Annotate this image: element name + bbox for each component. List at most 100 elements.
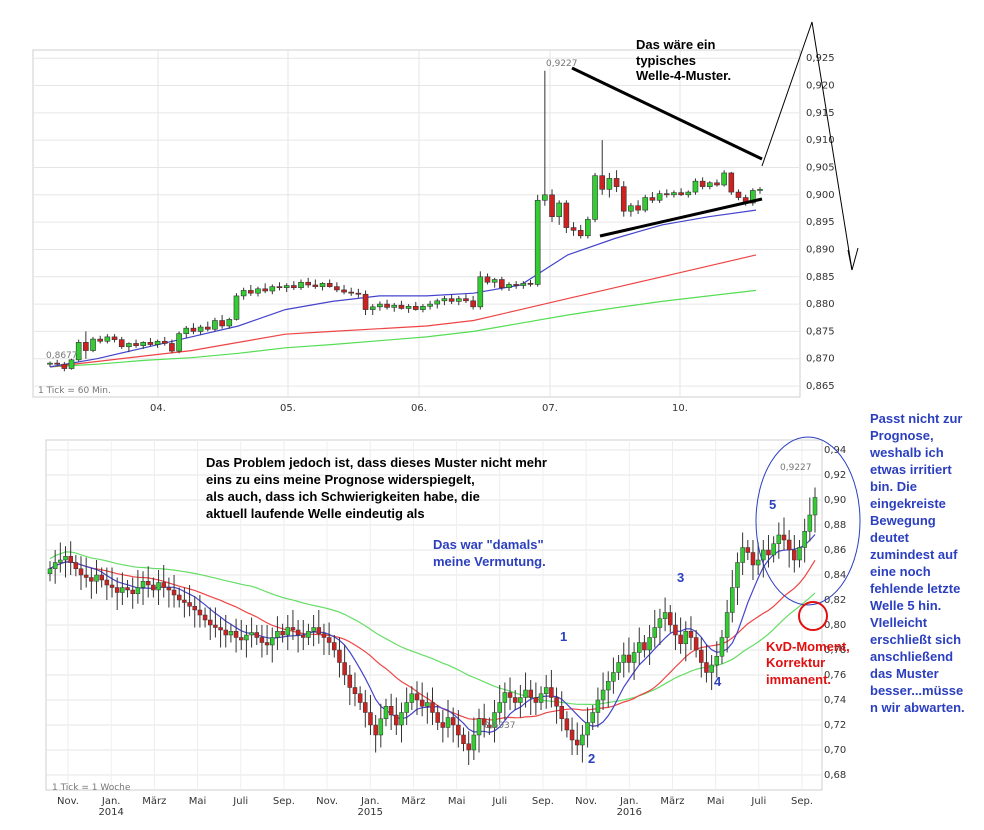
- top-candle-body: [97, 338, 104, 342]
- bottom-candle-body: [605, 681, 611, 691]
- top-candle-body: [427, 303, 433, 307]
- kvd-line3: immanent.: [766, 672, 831, 687]
- bottom-candle-body: [140, 581, 146, 588]
- top-candle-body: [455, 298, 462, 302]
- bottom-candle-body: [352, 687, 358, 694]
- top-candle-body: [721, 172, 727, 186]
- top-candle-body: [398, 304, 405, 309]
- bottom-candle-body: [673, 624, 678, 636]
- bottom-candle-body: [435, 712, 440, 723]
- bottom-candle-body: [668, 612, 673, 626]
- top-candle-body: [520, 283, 527, 286]
- top-candle-body: [656, 193, 663, 201]
- top-candle-body: [140, 342, 147, 346]
- bottom-candle-body: [244, 634, 249, 641]
- bottom-candle-body: [249, 632, 254, 636]
- bottom-candle-body: [326, 637, 332, 643]
- bottom-candle-body: [487, 724, 492, 728]
- bottom-candle-body: [580, 734, 585, 746]
- top-y-tick: 0,890: [806, 244, 835, 255]
- top-candle-body: [341, 289, 347, 293]
- top-candle-body: [412, 305, 419, 310]
- bottom-y-tick: 0,90: [824, 495, 846, 506]
- bottom-y-axis: 0,68 0,70 0,72 0,74 0,76 0,78 0,80 0,82 0,84 0,86…: [824, 445, 846, 781]
- problem-annotation: Das Problem jedoch ist, dass dieses Must…: [206, 455, 551, 521]
- bottom-candle-body: [574, 739, 580, 746]
- top-y-tick: 0,875: [806, 326, 835, 337]
- top-candle-body: [750, 190, 756, 204]
- bottom-year-tick: 2016: [617, 807, 642, 818]
- bottom-candle-body: [802, 531, 807, 548]
- wave4-annotation-line3: Welle-4-Muster.: [636, 68, 731, 83]
- top-min-label: 0,8677: [46, 351, 78, 361]
- bottom-candle-body: [600, 689, 606, 701]
- top-y-tick: 0,905: [806, 162, 835, 173]
- bottom-candle-body: [295, 629, 301, 636]
- top-candle-body: [420, 305, 426, 310]
- top-candle-body: [527, 283, 534, 285]
- bottom-candle-body: [461, 734, 466, 744]
- top-candle-body: [585, 219, 591, 237]
- bottom-candle-body: [740, 547, 745, 563]
- bottom-candle-body: [745, 547, 751, 553]
- top-candle-body: [283, 285, 290, 289]
- top-candle-body: [628, 205, 634, 212]
- bottom-candle-body: [786, 539, 792, 551]
- bottom-candle-body: [642, 642, 647, 651]
- bottom-candle-body: [264, 642, 270, 646]
- bottom-candle-body: [425, 702, 430, 707]
- bottom-candle-body: [549, 687, 554, 698]
- bottom-candle-body: [311, 627, 316, 632]
- bottom-candle-body: [357, 693, 363, 703]
- bottom-x-tick: März: [401, 796, 425, 807]
- passt-line11: fehlende letzte: [870, 581, 960, 596]
- bottom-candle-body: [761, 549, 766, 561]
- top-candle-body: [570, 227, 577, 231]
- bottom-y-tick: 0,78: [824, 645, 846, 656]
- bottom-candle-body: [145, 581, 151, 586]
- bottom-candle-body: [151, 584, 156, 591]
- bottom-candle-body: [228, 631, 234, 636]
- top-candle-body: [757, 189, 763, 191]
- bottom-candle-body: [78, 568, 84, 576]
- damals-line1: Das war "damals": [433, 537, 544, 552]
- top-max-label: 0,9227: [546, 59, 578, 69]
- top-candle-body: [212, 320, 218, 330]
- passt-line3: weshalb ich: [869, 445, 944, 460]
- top-candle-body: [190, 327, 197, 332]
- bottom-candle-body: [94, 574, 99, 582]
- bottom-candle-body: [492, 712, 497, 728]
- top-candle-body: [183, 327, 190, 334]
- damals-line2: meine Vermutung.: [433, 554, 546, 569]
- bottom-candle-body: [735, 562, 740, 588]
- top-y-tick: 0,925: [806, 53, 835, 64]
- top-tick-info: 1 Tick = 60 Min.: [38, 386, 111, 396]
- top-candle-body: [240, 290, 247, 297]
- top-x-tick: 04.: [150, 403, 166, 414]
- bottom-candle-body: [166, 587, 172, 591]
- top-candle-body: [556, 202, 562, 217]
- top-candle-body: [90, 338, 96, 351]
- top-candle-body: [126, 343, 132, 348]
- bottom-candle-body: [171, 589, 177, 596]
- top-candle-body: [534, 199, 541, 285]
- top-candle-body: [491, 279, 498, 283]
- passt-line13: VIelleicht: [870, 615, 928, 630]
- bottom-candle-body: [197, 609, 203, 616]
- bottom-candle-body: [368, 712, 373, 726]
- bottom-candle-body: [688, 631, 694, 638]
- bottom-candle-body: [683, 631, 689, 644]
- bottom-x-tick: Jan.: [360, 796, 380, 807]
- top-candle-body: [248, 290, 254, 294]
- wave-label-3: 3: [677, 570, 684, 585]
- bottom-candle-body: [120, 587, 125, 593]
- top-candle-body: [477, 276, 484, 308]
- top-y-tick: 0,910: [806, 135, 835, 146]
- top-candle-body: [642, 197, 649, 211]
- passt-line1: Passt nicht zur: [870, 411, 962, 426]
- bottom-candle-body: [797, 547, 802, 561]
- bottom-max-label: 0,9227: [780, 463, 812, 473]
- bottom-candle-body: [301, 634, 306, 638]
- bottom-candle-body: [616, 662, 621, 673]
- bottom-candle-body: [678, 634, 683, 644]
